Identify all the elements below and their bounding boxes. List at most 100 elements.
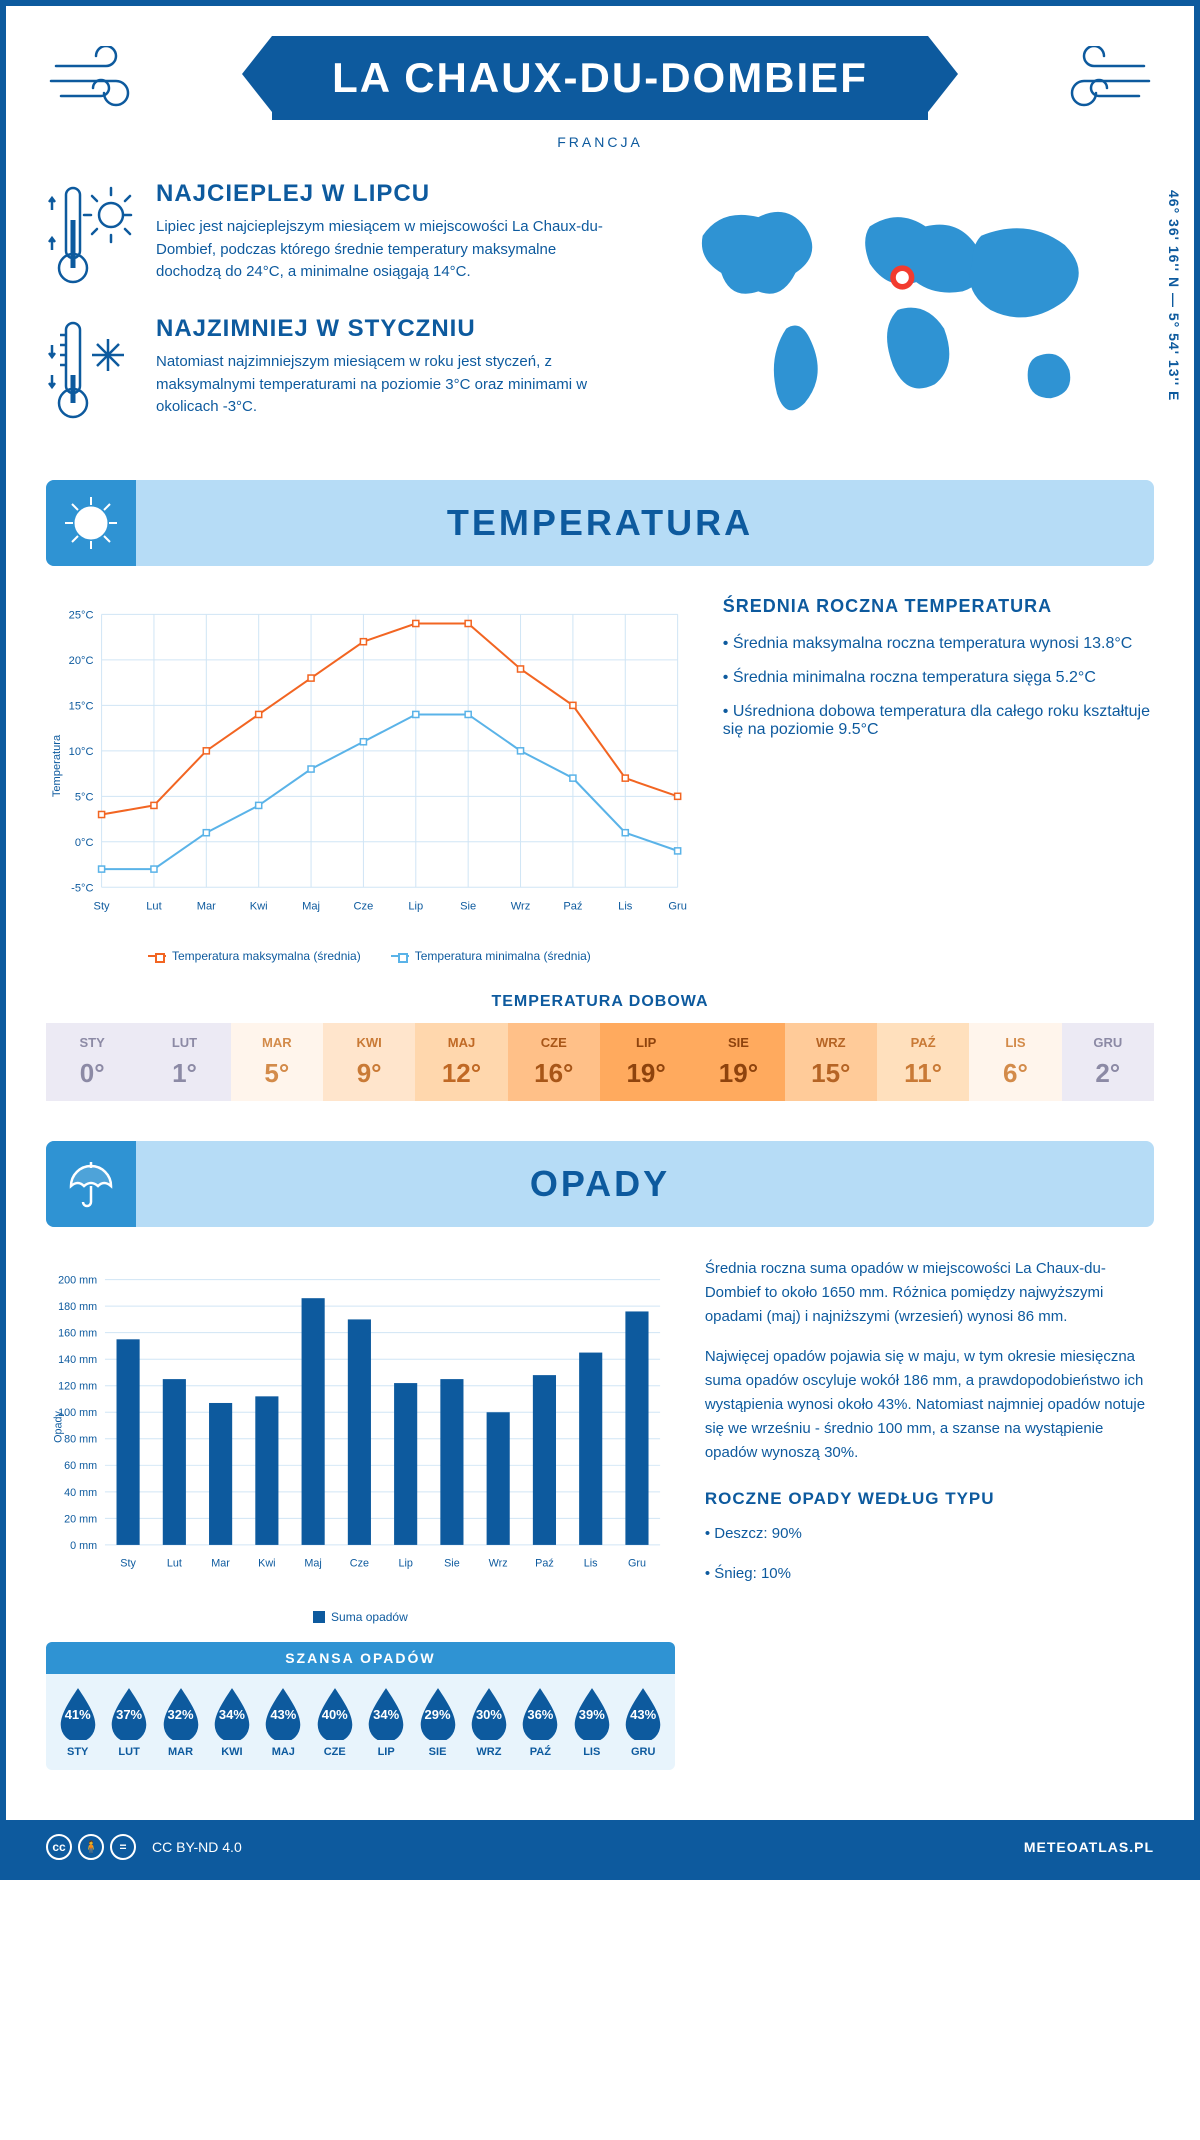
daily-temp-table: STY0°LUT1°MAR5°KWI9°MAJ12°CZE16°LIP19°SI… <box>46 1023 1154 1101</box>
svg-text:Maj: Maj <box>304 1558 321 1570</box>
warmest-block: NAJCIEPLEJ W LIPCU Lipiec jest najcieple… <box>46 180 611 290</box>
warmest-title: NAJCIEPLEJ W LIPCU <box>156 180 611 208</box>
daily-cell: MAJ12° <box>415 1023 507 1101</box>
svg-text:0 mm: 0 mm <box>70 1540 97 1552</box>
country-label: FRANCJA <box>46 134 1154 150</box>
chance-cell: 36%PAŹ <box>515 1686 566 1758</box>
svg-text:Cze: Cze <box>354 901 374 913</box>
svg-text:Kwi: Kwi <box>258 1558 275 1570</box>
svg-text:Sty: Sty <box>120 1558 136 1570</box>
daily-cell: GRU2° <box>1062 1023 1154 1101</box>
svg-text:20 mm: 20 mm <box>64 1513 97 1525</box>
daily-cell: MAR5° <box>231 1023 323 1101</box>
legend-item: Temperatura minimalna (średnia) <box>391 949 591 963</box>
daily-cell: WRZ15° <box>785 1023 877 1101</box>
svg-text:120 mm: 120 mm <box>58 1381 97 1393</box>
svg-text:Cze: Cze <box>350 1558 369 1570</box>
sun-icon <box>46 480 136 566</box>
precip-chart-area: 0 mm20 mm40 mm60 mm80 mm100 mm120 mm140 … <box>46 1257 675 1770</box>
umbrella-icon <box>46 1141 136 1227</box>
svg-text:40 mm: 40 mm <box>64 1487 97 1499</box>
annual-temp-title: ŚREDNIA ROCZNA TEMPERATURA <box>723 596 1154 617</box>
temperature-info: ŚREDNIA ROCZNA TEMPERATURA • Średnia mak… <box>723 596 1154 963</box>
svg-text:Gru: Gru <box>628 1558 646 1570</box>
svg-text:25°C: 25°C <box>69 609 94 621</box>
chance-cell: 34%KWI <box>206 1686 257 1758</box>
svg-text:Lut: Lut <box>167 1558 182 1570</box>
precip-title: OPADY <box>76 1163 1124 1205</box>
chance-cell: 34%LIP <box>360 1686 411 1758</box>
precip-type-item: • Deszcz: 90% <box>705 1522 1154 1546</box>
svg-text:Lut: Lut <box>146 901 161 913</box>
license-text: CC BY-ND 4.0 <box>152 1839 242 1855</box>
legend-item: Temperatura maksymalna (średnia) <box>148 949 361 963</box>
svg-text:Opady: Opady <box>53 1410 65 1442</box>
coldest-block: NAJZIMNIEJ W STYCZNIU Natomiast najzimni… <box>46 315 611 425</box>
precip-section-header: OPADY <box>46 1141 1154 1227</box>
svg-text:Wrz: Wrz <box>489 1558 508 1570</box>
page-title: LA CHAUX-DU-DOMBIEF <box>272 36 928 120</box>
chance-cell: 32%MAR <box>155 1686 206 1758</box>
temperature-chart: -5°C 0°C 5°C 10°C 15°C 20°C 25°C Sty Lut Mar Kwi Ma… <box>46 596 693 963</box>
svg-text:5°C: 5°C <box>75 791 94 803</box>
svg-text:60 mm: 60 mm <box>64 1460 97 1472</box>
daily-cell: LIP19° <box>600 1023 692 1101</box>
svg-text:Paź: Paź <box>563 901 582 913</box>
daily-cell: LUT1° <box>138 1023 230 1101</box>
svg-text:Lis: Lis <box>584 1558 598 1570</box>
svg-text:140 mm: 140 mm <box>58 1354 97 1366</box>
svg-text:Sty: Sty <box>94 901 110 913</box>
chance-cell: 37%LUT <box>103 1686 154 1758</box>
chance-title: SZANSA OPADÓW <box>46 1642 675 1674</box>
header: LA CHAUX-DU-DOMBIEF FRANCJA <box>46 36 1154 150</box>
chance-cell: 30%WRZ <box>463 1686 514 1758</box>
svg-text:15°C: 15°C <box>69 700 94 712</box>
chance-cell: 29%SIE <box>412 1686 463 1758</box>
warmest-text: Lipiec jest najcieplejszym miesiącem w m… <box>156 216 611 284</box>
svg-text:Gru: Gru <box>668 901 687 913</box>
site-name: METEOATLAS.PL <box>1024 1839 1154 1855</box>
thermometer-cold-icon <box>46 315 136 425</box>
svg-text:Paź: Paź <box>535 1558 554 1570</box>
temperature-title: TEMPERATURA <box>76 502 1124 544</box>
svg-text:Kwi: Kwi <box>250 901 268 913</box>
chance-cell: 39%LIS <box>566 1686 617 1758</box>
svg-text:0°C: 0°C <box>75 837 94 849</box>
svg-text:10°C: 10°C <box>69 746 94 758</box>
precip-info: Średnia roczna suma opadów w miejscowośc… <box>705 1257 1154 1770</box>
svg-text:Maj: Maj <box>302 901 320 913</box>
chance-cell: 41%STY <box>52 1686 103 1758</box>
svg-text:20°C: 20°C <box>69 655 94 667</box>
precip-legend: Suma opadów <box>331 1610 408 1624</box>
daily-cell: KWI9° <box>323 1023 415 1101</box>
thermometer-hot-icon <box>46 180 136 290</box>
svg-text:Wrz: Wrz <box>511 901 531 913</box>
info-point: • Średnia minimalna roczna temperatura s… <box>723 669 1154 687</box>
daily-temp-title: TEMPERATURA DOBOWA <box>46 993 1154 1011</box>
daily-cell: PAŹ11° <box>877 1023 969 1101</box>
svg-text:Lip: Lip <box>408 901 423 913</box>
svg-text:-5°C: -5°C <box>71 882 93 894</box>
svg-text:200 mm: 200 mm <box>58 1275 97 1287</box>
coordinates: 46° 36' 16'' N — 5° 54' 13'' E <box>1166 190 1182 401</box>
daily-cell: LIS6° <box>969 1023 1061 1101</box>
svg-text:Sie: Sie <box>460 901 476 913</box>
license-block: cc 🧍 = CC BY-ND 4.0 <box>46 1834 242 1860</box>
info-point: • Średnia maksymalna roczna temperatura … <box>723 635 1154 653</box>
precip-paragraph: Najwięcej opadów pojawia się w maju, w t… <box>705 1345 1154 1465</box>
coldest-text: Natomiast najzimniejszym miesiącem w rok… <box>156 351 611 419</box>
precip-chance-table: SZANSA OPADÓW 41%STY37%LUT32%MAR34%KWI43… <box>46 1642 675 1770</box>
daily-cell: STY0° <box>46 1023 138 1101</box>
temperature-section-header: TEMPERATURA <box>46 480 1154 566</box>
svg-text:80 mm: 80 mm <box>64 1434 97 1446</box>
svg-text:Sie: Sie <box>444 1558 460 1570</box>
svg-text:Mar: Mar <box>197 901 216 913</box>
nd-icon: = <box>110 1834 136 1860</box>
world-map <box>641 180 1154 440</box>
info-point: • Uśredniona dobowa temperatura dla całe… <box>723 703 1154 739</box>
svg-text:Lis: Lis <box>618 901 633 913</box>
intro-section: NAJCIEPLEJ W LIPCU Lipiec jest najcieple… <box>46 180 1154 450</box>
cc-icon: cc <box>46 1834 72 1860</box>
footer: cc 🧍 = CC BY-ND 4.0 METEOATLAS.PL <box>6 1820 1194 1874</box>
svg-text:160 mm: 160 mm <box>58 1328 97 1340</box>
